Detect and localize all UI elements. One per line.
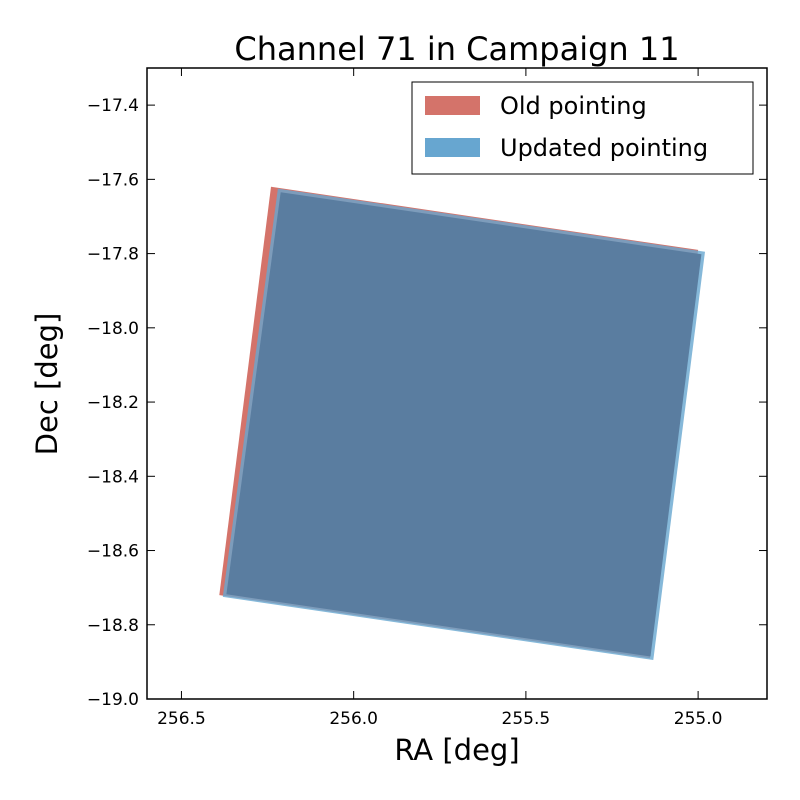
- y-tick-label: −18.8: [87, 616, 139, 636]
- y-tick-label: −18.4: [87, 467, 139, 487]
- footprint-overlap: [226, 192, 702, 657]
- legend-label-old-pointing: Old pointing: [500, 92, 647, 120]
- y-tick-label: −18.0: [87, 319, 139, 339]
- x-tick-label: 255.0: [674, 709, 723, 729]
- y-tick-label: −19.0: [87, 690, 139, 710]
- x-tick-label: 256.0: [329, 709, 378, 729]
- y-tick-label: −18.2: [87, 393, 139, 413]
- legend-swatch-old-pointing: [425, 96, 480, 115]
- legend: Old pointing Updated pointing: [411, 81, 754, 175]
- legend-swatch-updated-pointing: [425, 138, 480, 157]
- x-axis-label: RA [deg]: [394, 733, 519, 767]
- legend-label-updated-pointing: Updated pointing: [500, 134, 708, 162]
- y-tick-label: −17.4: [87, 96, 139, 116]
- ticks-layer: 256.5 256.0 255.5 255.0 −17.4 −17.6 −17.8 −18.0…: [87, 68, 767, 729]
- plot-frame: [146, 67, 768, 700]
- y-axis-label: Dec [deg]: [30, 313, 64, 456]
- y-tick-label: −18.6: [87, 542, 139, 562]
- x-tick-label: 256.5: [157, 709, 206, 729]
- y-tick-label: −17.6: [87, 170, 139, 190]
- chart-title: Channel 71 in Campaign 11: [234, 30, 679, 68]
- y-tick-label: −17.8: [87, 245, 139, 265]
- series-layer: [219, 186, 706, 660]
- x-tick-label: 255.5: [502, 709, 551, 729]
